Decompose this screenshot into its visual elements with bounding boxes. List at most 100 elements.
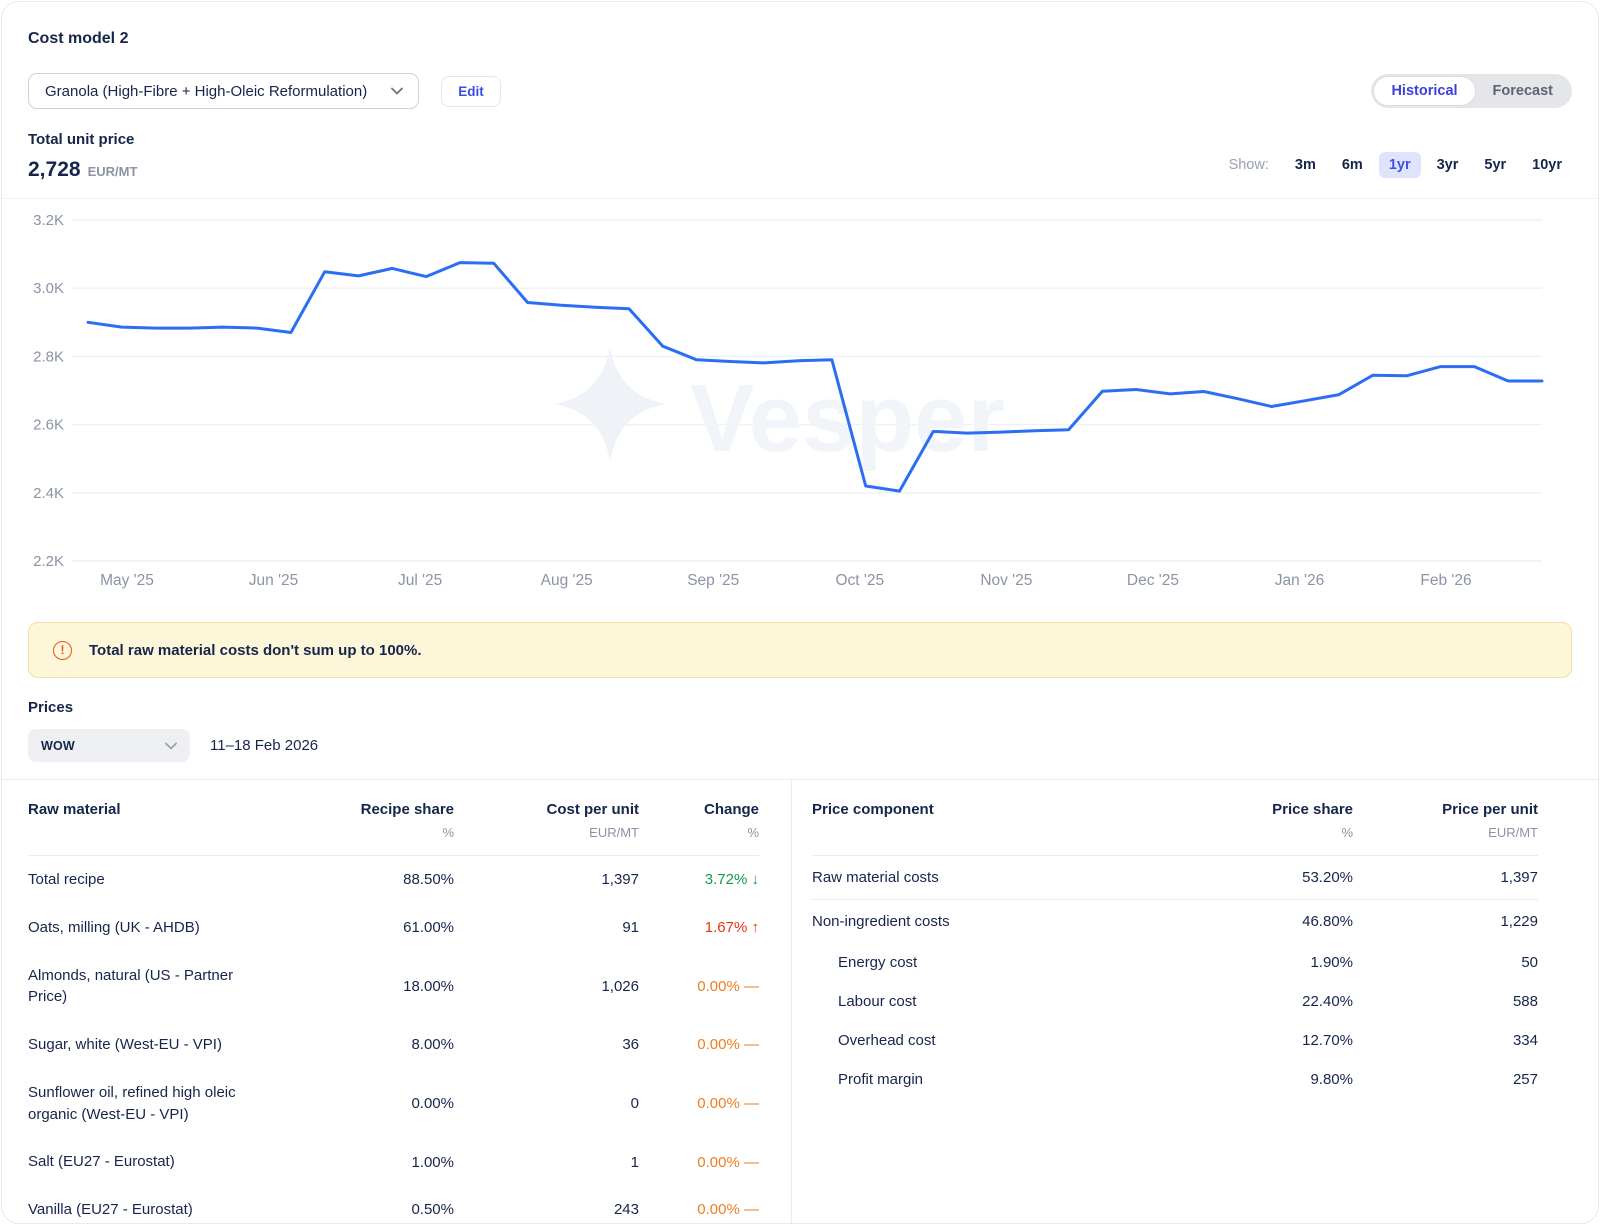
range-selector: Show: 3m 6m 1yr 3yr 5yr 10yr: [1229, 152, 1572, 178]
table-row: Labour cost 22.40% 588: [812, 982, 1538, 1021]
y-axis-tick-label: 2.8K: [33, 348, 64, 365]
range-option-3yr[interactable]: 3yr: [1436, 157, 1459, 173]
table-row: Almonds, natural (US - Partner Price) 18.…: [28, 952, 759, 1022]
table-row: Salt (EU27 - Eurostat) 1.00% 1 0.00% —: [28, 1138, 759, 1186]
raw-material-name: Sugar, white (West-EU - VPI): [28, 1034, 284, 1056]
trend-up-icon: ↑: [751, 919, 760, 937]
change-percent: 0.00%: [697, 1095, 744, 1112]
price-component-name: Non-ingredient costs: [812, 913, 950, 930]
range-option-1yr[interactable]: 1yr: [1378, 152, 1421, 178]
x-axis-tick-label: Jun '25: [249, 572, 299, 589]
total-unit-price-value-line: 2,728 EUR/MT: [28, 158, 137, 182]
column-header-unit: %: [442, 825, 454, 840]
column-header: Cost per unit EUR/MT: [454, 801, 640, 840]
raw-material-name: Salt (EU27 - Eurostat): [28, 1151, 284, 1173]
period-selector[interactable]: WOW: [28, 729, 190, 762]
cost-per-unit-value: 0: [630, 1095, 639, 1112]
column-header-unit: EUR/MT: [589, 825, 639, 840]
change-value: 0.00% —: [639, 1154, 759, 1171]
cost-per-unit-value: 91: [622, 919, 639, 937]
historical-forecast-toggle: Historical Forecast: [1371, 74, 1572, 108]
price-per-unit-value: 1,229: [1500, 913, 1538, 930]
summary-row: Total unit price 2,728 EUR/MT Show: 3m 6m…: [28, 131, 1572, 182]
change-value: 1.67% ↑: [639, 919, 759, 936]
recipe-share-value: 8.00%: [411, 1036, 454, 1054]
price-component-name: Overhead cost: [838, 1032, 936, 1049]
cost-per-unit-value: 243: [613, 1201, 639, 1219]
price-chart: 3.2K 3.0K 2.8K 2.6K 2.4K 2.2K Vesper May '25 Jun…: [33, 212, 1544, 589]
date-range: 11–18 Feb 2026: [210, 737, 319, 754]
column-header-unit: %: [747, 825, 759, 840]
price-share-value: 22.40%: [1302, 993, 1353, 1010]
raw-material-name: Sunflower oil, refined high oleic organi…: [28, 1082, 284, 1126]
y-axis-tick-label: 2.4K: [33, 485, 64, 502]
price-component-name: Energy cost: [838, 954, 918, 971]
raw-material-name-text: Almonds, natural (US - Partner Price): [28, 966, 234, 1006]
price-component-table-header: Price component Price share% Price per uni…: [812, 780, 1538, 856]
total-unit-price-line: [86, 261, 1544, 493]
column-header-label: Change: [703, 801, 759, 818]
table-row: Sugar, white (West-EU - VPI) 8.00% 36 0.00%…: [28, 1021, 759, 1069]
recipe-share-value: 61.00%: [403, 919, 454, 937]
price-per-unit-value: 334: [1512, 1032, 1538, 1049]
table-row: Sunflower oil, refined high oleic organi…: [28, 1069, 759, 1139]
vesper-logo-star-icon: [554, 347, 666, 461]
prices-label: Prices: [28, 699, 74, 716]
trend-flat-icon: —: [744, 1095, 759, 1112]
change-value: 0.00% —: [639, 978, 759, 995]
column-header-label: Price share: [1272, 801, 1353, 818]
raw-material-table-header: Raw material Recipe share% Cost per unit EU…: [28, 780, 759, 856]
chart-section: 3.2K 3.0K 2.8K 2.6K 2.4K 2.2K Vesper May '25 Jun…: [2, 198, 1598, 604]
range-option-10yr[interactable]: 10yr: [1532, 157, 1562, 173]
table-row: Raw material costs 53.20% 1,397: [812, 856, 1538, 900]
controls-row: Granola (High-Fibre + High-Oleic Reformu…: [28, 73, 1572, 109]
product-selector-value: Granola (High-Fibre + High-Oleic Reformu…: [45, 82, 368, 100]
x-axis-tick-label: Feb '26: [1420, 572, 1471, 589]
product-selector[interactable]: Granola (High-Fibre + High-Oleic Reformu…: [28, 73, 420, 109]
range-option-5yr[interactable]: 5yr: [1484, 157, 1507, 173]
recipe-share-value: 88.50%: [403, 871, 454, 889]
recipe-share-value: 0.00%: [411, 1095, 454, 1112]
edit-button[interactable]: Edit: [441, 75, 501, 107]
table-row: Vanilla (EU27 - Eurostat) 0.50% 243 0.00% —: [28, 1186, 759, 1223]
table-row: Oats, milling (UK - AHDB) 61.00% 91 1.67% ↑: [28, 904, 759, 952]
range-option-3m[interactable]: 3m: [1294, 157, 1316, 173]
cost-per-unit-value: 36: [622, 1036, 639, 1054]
price-component-name: Raw material costs: [812, 869, 939, 886]
column-header: Price per unit EUR/MT: [1353, 801, 1538, 840]
total-unit-price-value: 2,728: [28, 158, 81, 181]
change-value: 0.00% —: [639, 1201, 759, 1218]
trend-down-icon: ↓: [751, 871, 760, 889]
price-share-value: 53.20%: [1302, 869, 1353, 886]
y-axis-tick-label: 3.0K: [33, 280, 64, 297]
trend-flat-icon: —: [744, 977, 759, 995]
warning-text: Total raw material costs don't sum up to…: [89, 641, 422, 659]
column-header-unit: %: [1341, 825, 1353, 840]
total-unit-price-unit: EUR/MT: [87, 164, 138, 179]
x-axis-tick-label: May '25: [100, 572, 154, 589]
period-selector-value: WOW: [41, 738, 75, 753]
toggle-option-forecast[interactable]: Forecast: [1492, 83, 1553, 99]
toggle-option-historical[interactable]: Historical: [1373, 76, 1476, 106]
column-header-label: Cost per unit: [546, 801, 640, 818]
trend-flat-icon: —: [744, 1036, 759, 1054]
y-axis-tick-label: 3.2K: [33, 212, 64, 229]
price-component-name: Profit margin: [838, 1071, 924, 1088]
recipe-share-value: 18.00%: [403, 977, 454, 995]
raw-material-name-text: Sugar, white (West-EU - VPI): [28, 1036, 222, 1053]
y-axis-tick-label: 2.6K: [33, 417, 64, 434]
column-header: Price component: [812, 801, 1163, 840]
table-row: Overhead cost 12.70% 334: [812, 1021, 1538, 1060]
price-share-value: 12.70%: [1302, 1032, 1353, 1049]
raw-material-name-text: Sunflower oil, refined high oleic organi…: [28, 1083, 236, 1123]
column-header-label: Raw material: [28, 801, 121, 818]
x-axis-tick-label: Oct '25: [835, 572, 884, 589]
recipe-share-value: 0.50%: [411, 1201, 454, 1219]
range-option-6m[interactable]: 6m: [1341, 157, 1363, 173]
trend-flat-icon: —: [744, 1201, 759, 1219]
raw-material-table: Raw material Recipe share% Cost per unit EU…: [2, 780, 792, 1223]
table-row: Total recipe 88.50% 1,397 3.72% ↓: [28, 856, 759, 904]
column-header-unit: EUR/MT: [1488, 825, 1538, 840]
tables-section: Raw material Recipe share% Cost per unit EU…: [2, 779, 1598, 1223]
